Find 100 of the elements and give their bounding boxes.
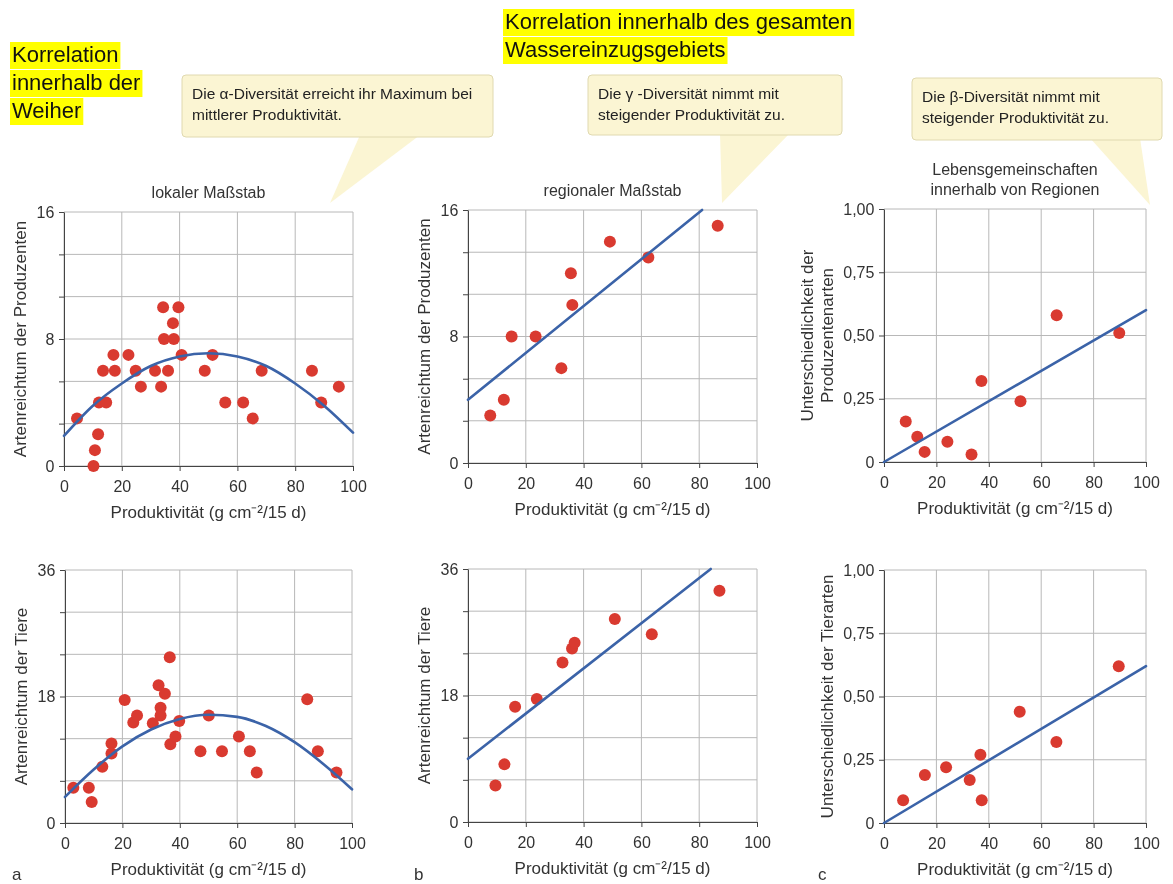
point (198, 364, 211, 377)
y-tick-label: 0,50 (843, 688, 875, 706)
x-tick-label: 20 (113, 477, 132, 495)
x-tick-label: 20 (928, 834, 946, 852)
point (162, 364, 175, 377)
point (918, 445, 931, 458)
point (305, 364, 318, 377)
point (897, 794, 910, 807)
point (87, 460, 100, 472)
point (713, 584, 726, 597)
x-tick-label: 20 (928, 473, 946, 491)
x-tick-label: 100 (744, 474, 771, 492)
x-tick-label: 100 (1133, 473, 1160, 491)
point (1013, 705, 1026, 718)
point (1113, 326, 1126, 339)
x-tick-label: 80 (690, 474, 709, 492)
point (940, 761, 953, 774)
y-axis-title: Artenreichtum der Tiere (415, 606, 435, 785)
y-tick-label: 18 (440, 687, 459, 705)
point (134, 380, 147, 393)
y-tick-label: 36 (440, 560, 459, 578)
point (163, 651, 176, 664)
point (85, 795, 98, 808)
point (1112, 660, 1125, 673)
y-tick-label: 0,50 (843, 327, 875, 345)
x-tick-label: 0 (464, 833, 474, 851)
y-tick-label: 8 (449, 328, 459, 346)
point (555, 362, 568, 375)
point (157, 301, 170, 314)
point (941, 435, 954, 448)
point (1050, 309, 1063, 322)
y-tick-label: 16 (36, 203, 55, 221)
point (152, 679, 165, 692)
y-axis-title: Unterschiedlichkeit der Produzentenarten (797, 249, 837, 422)
x-tick-label: 80 (1085, 834, 1104, 852)
chart-title: Lebensgemeinschaften innerhalb von Regionen (930, 161, 1100, 198)
x-tick-label: 0 (880, 834, 890, 852)
y-axis-title: Artenreichtum der Produzenten (11, 220, 31, 458)
point (311, 745, 324, 758)
point (965, 448, 978, 461)
x-tick-label: 0 (464, 474, 474, 492)
x-tick-label: 60 (228, 834, 247, 852)
x-tick-label: 80 (690, 833, 709, 851)
point (219, 396, 232, 409)
text: Die β-Diversität nimmt mit steigender Produktivität zu. (922, 88, 1109, 126)
point (509, 700, 522, 713)
x-tick-label: 0 (60, 477, 70, 495)
x-tick-label: 60 (633, 833, 651, 851)
point (149, 364, 162, 377)
y-tick-label: 0 (865, 453, 875, 471)
x-tick-label: 80 (1085, 473, 1104, 491)
point (963, 773, 976, 786)
y-tick-label: 0 (46, 814, 56, 832)
x-tick-label: 80 (286, 834, 305, 852)
point (255, 364, 268, 377)
point (108, 364, 121, 377)
x-tick-label: 40 (171, 477, 190, 495)
x-tick-label: 20 (517, 474, 536, 492)
y-tick-label: 0 (865, 814, 875, 832)
point (88, 444, 101, 457)
point (332, 380, 345, 393)
point (603, 235, 616, 248)
y-tick-label: 18 (37, 688, 56, 706)
point (246, 412, 259, 425)
point (918, 768, 931, 781)
x-tick-label: 40 (980, 473, 999, 491)
text: c (818, 865, 827, 884)
text: Die γ -Diversität nimmt mit steigender Produktivität zu. (598, 85, 785, 123)
x-tick-label: 100 (1133, 834, 1160, 852)
point (243, 745, 256, 758)
x-axis-title: Produktivität (g cm⁻²/15 d) (514, 500, 711, 519)
point (975, 794, 988, 807)
point (975, 375, 988, 388)
point (118, 694, 131, 707)
point (556, 656, 569, 669)
y-axis-title: Unterschiedlichkeit der Tierarten (817, 574, 837, 819)
x-axis-title: Produktivität (g cm⁻²/15 d) (110, 860, 307, 879)
y-tick-label: 0 (449, 813, 459, 831)
x-axis-title: Produktivität (g cm⁻²/15 d) (917, 860, 1113, 879)
point (172, 301, 185, 314)
x-tick-label: 100 (339, 834, 366, 852)
x-tick-label: 0 (880, 473, 890, 491)
y-tick-label: 36 (37, 561, 56, 579)
y-tick-label: 8 (45, 330, 55, 348)
point (489, 779, 502, 792)
text: a (12, 865, 22, 884)
point (974, 748, 987, 761)
x-tick-label: 80 (286, 477, 305, 495)
point (232, 730, 245, 743)
y-axis-title: Artenreichtum der Tiere (12, 607, 32, 786)
point (169, 730, 182, 743)
y-tick-label: 1,00 (843, 200, 875, 218)
chart-title: lokaler Maßstab (151, 184, 266, 201)
point (568, 636, 581, 649)
x-tick-label: 0 (61, 834, 71, 852)
x-axis-title: Produktivität (g cm⁻²/15 d) (514, 859, 711, 878)
point (215, 745, 228, 758)
point (157, 333, 170, 345)
chart-title: regionaler Maßstab (543, 182, 682, 199)
y-tick-label: 0 (449, 454, 459, 472)
